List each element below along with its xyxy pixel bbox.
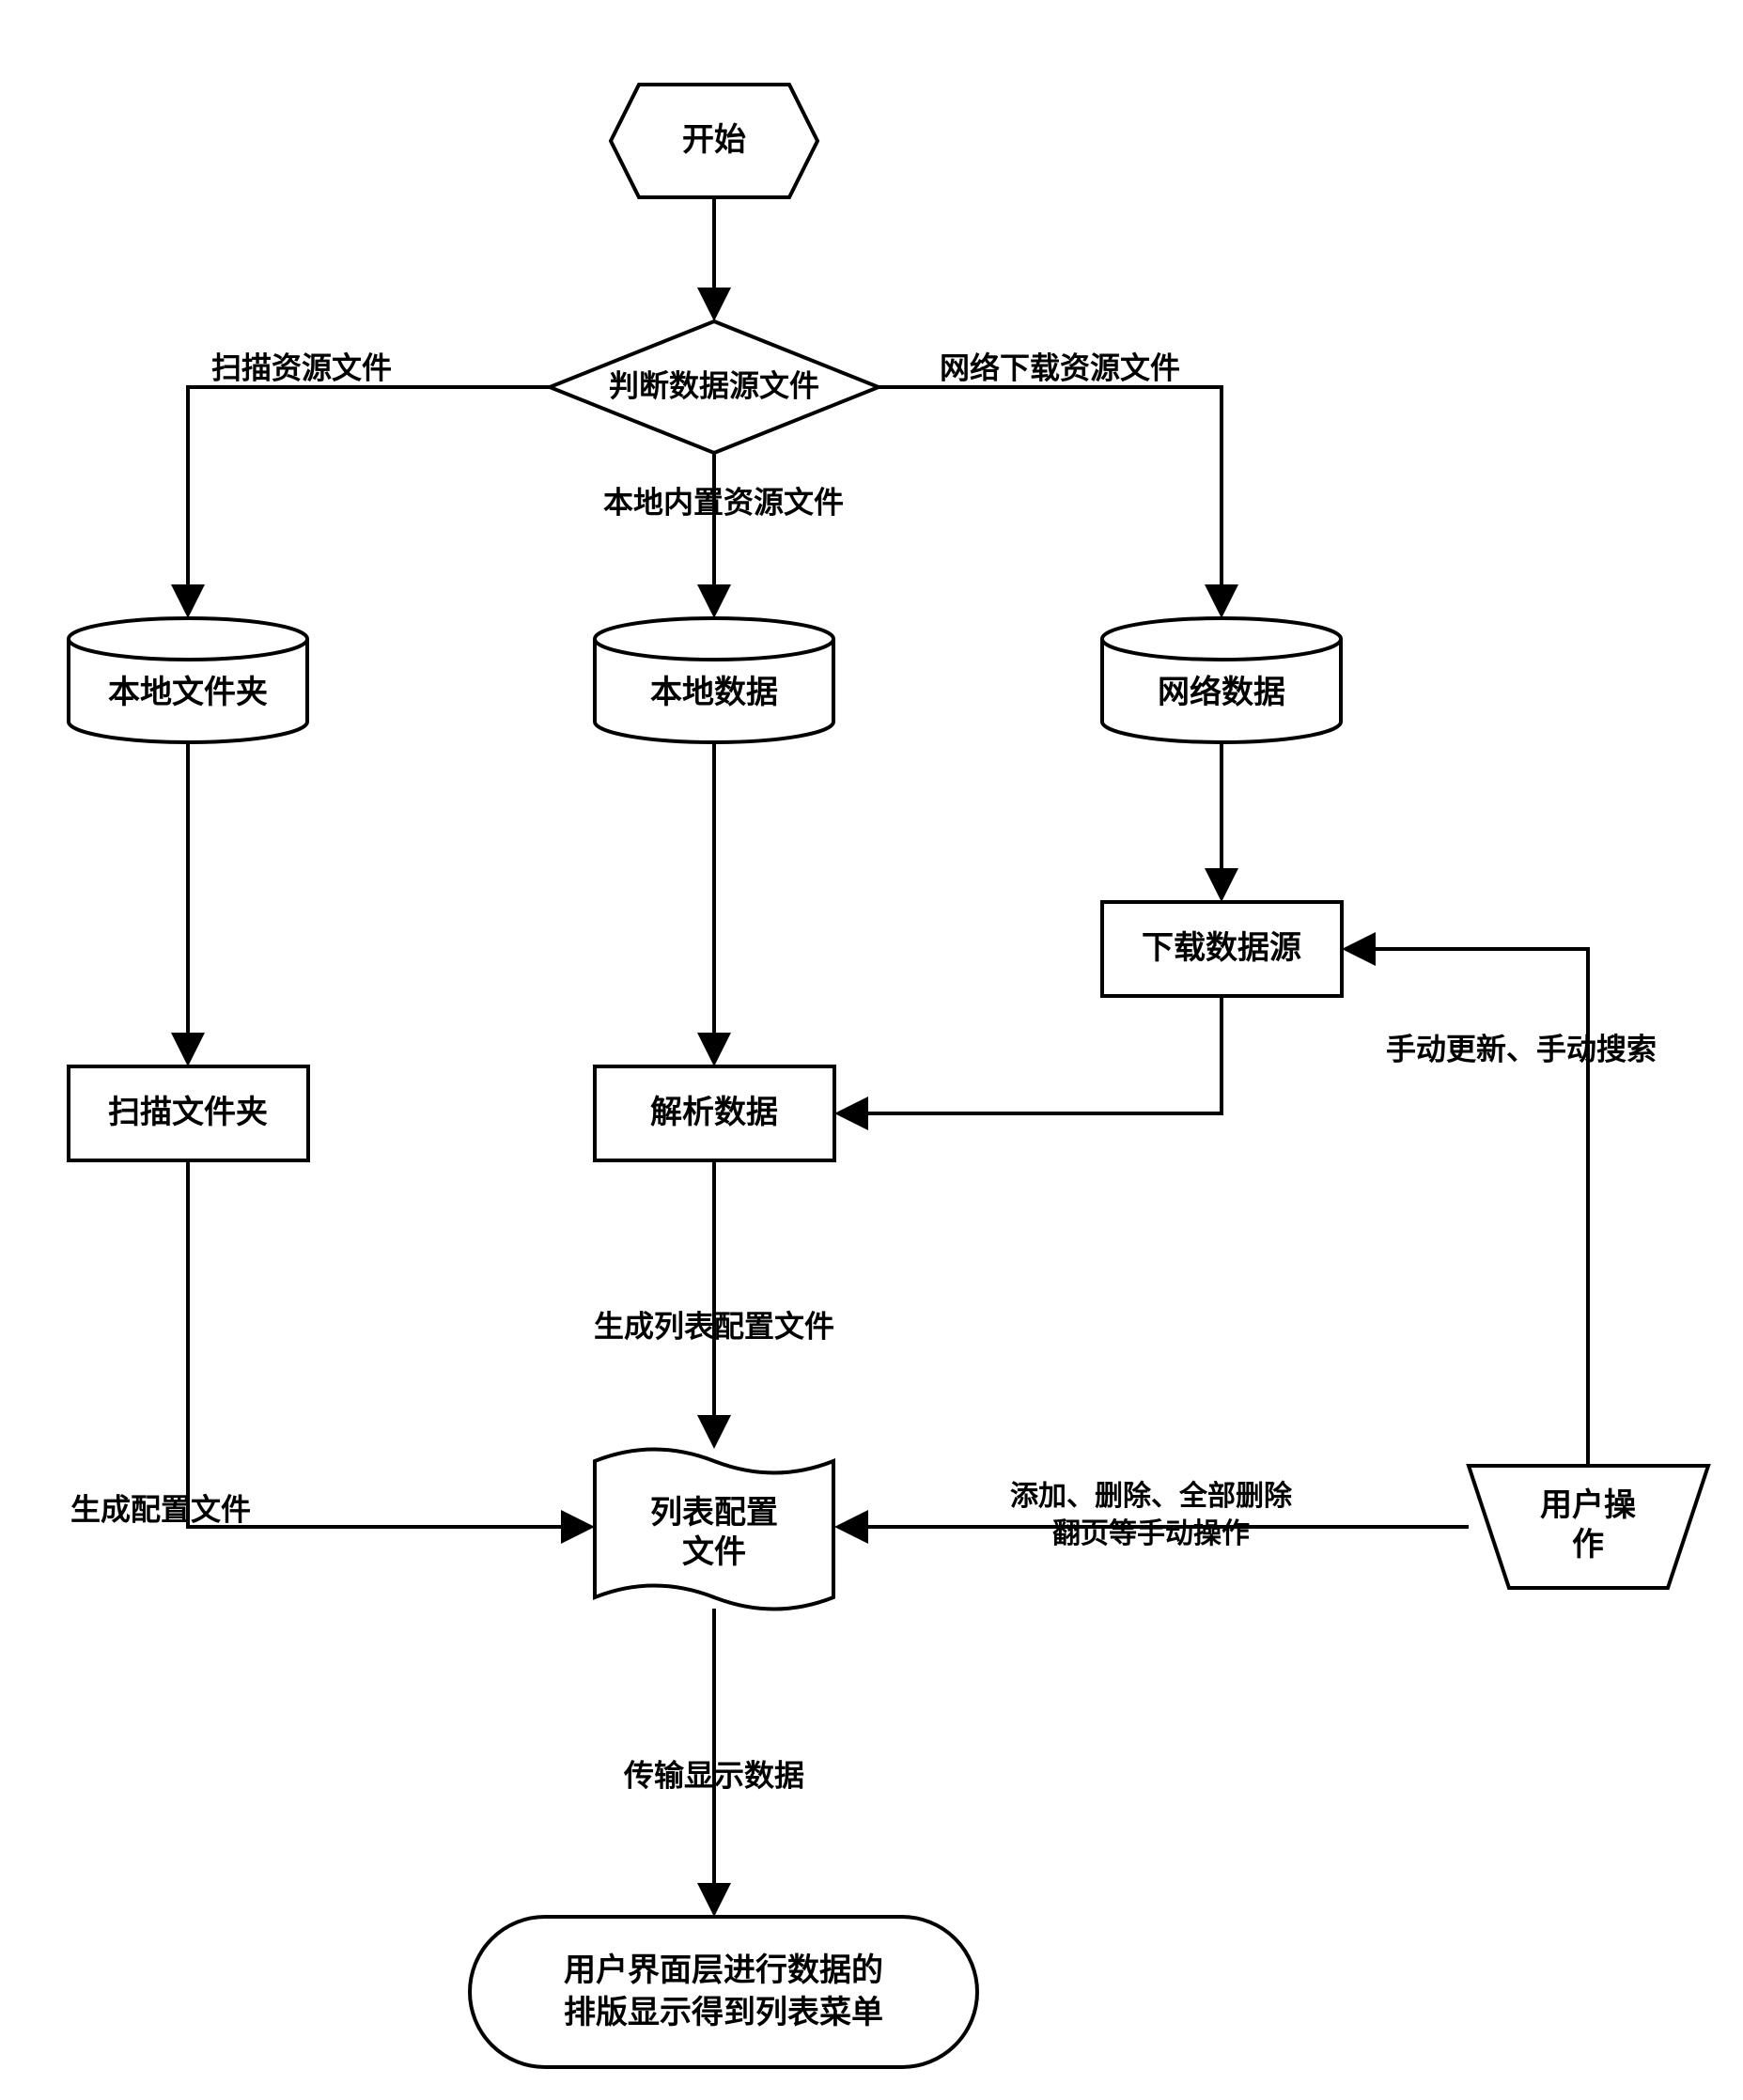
cyl-local-folder-label: 本地文件夹 [108, 675, 268, 710]
rect-scan-label: 扫描文件夹 [108, 1095, 268, 1130]
flowchart: 开始 判断数据源文件 本地文件夹 本地数据 网络数据 下载数据源 扫描文件夹 解… [0, 0, 1743, 2100]
node-cyl-net-data: 网络数据 [1102, 618, 1341, 742]
edge-label-scan: 扫描资源文件 [211, 350, 392, 384]
edge-label-builtin: 本地内置资源文件 [603, 485, 844, 519]
edge-label-transmit: 传输显示数据 [623, 1758, 804, 1792]
decision-label: 判断数据源文件 [609, 368, 819, 402]
node-decision: 判断数据源文件 [550, 321, 879, 453]
node-cyl-local-folder: 本地文件夹 [69, 618, 307, 742]
terminator-label-2: 排版显示得到列表菜单 [564, 1995, 883, 2030]
edge-label-userops-2: 翻页等手动操作 [1052, 1517, 1250, 1549]
node-rect-scan: 扫描文件夹 [69, 1066, 308, 1160]
cyl-local-data-label: 本地数据 [650, 675, 778, 710]
doc-listcfg-label-1: 列表配置 [650, 1495, 778, 1531]
edge-label-download: 网络下载资源文件 [940, 350, 1180, 384]
doc-listcfg-label-2: 文件 [682, 1534, 746, 1570]
edge-decision-localfolder [188, 387, 550, 613]
terminator-label-1: 用户界面层进行数据的 [564, 1952, 883, 1988]
node-rect-parse: 解析数据 [595, 1066, 834, 1160]
edge-userop-download [1347, 949, 1588, 1466]
edge-decision-netdata [879, 387, 1222, 613]
edge-download-parse [840, 996, 1222, 1113]
trap-userop-label-2: 作 [1572, 1527, 1604, 1563]
edge-label-userops-1: 添加、删除、全部删除 [1010, 1480, 1293, 1512]
start-label: 开始 [682, 122, 746, 158]
node-rect-download: 下载数据源 [1102, 902, 1342, 996]
edge-label-manual: 手动更新、手动搜索 [1386, 1032, 1657, 1066]
trap-userop-label-1: 用户操 [1540, 1487, 1636, 1523]
node-trap-userop: 用户操 作 [1469, 1466, 1708, 1588]
rect-download-label: 下载数据源 [1142, 930, 1301, 966]
node-terminator: 用户界面层进行数据的 排版显示得到列表菜单 [470, 1917, 977, 2067]
node-doc-listcfg: 列表配置 文件 [595, 1450, 833, 1610]
node-cyl-local-data: 本地数据 [595, 618, 833, 742]
rect-parse-label: 解析数据 [650, 1095, 778, 1130]
edge-label-genlist: 生成列表配置文件 [594, 1309, 834, 1343]
edge-scan-listcfg [188, 1160, 589, 1527]
edge-label-gencfg: 生成配置文件 [70, 1492, 251, 1526]
node-start: 开始 [611, 85, 817, 197]
cyl-net-data-label: 网络数据 [1158, 674, 1285, 710]
